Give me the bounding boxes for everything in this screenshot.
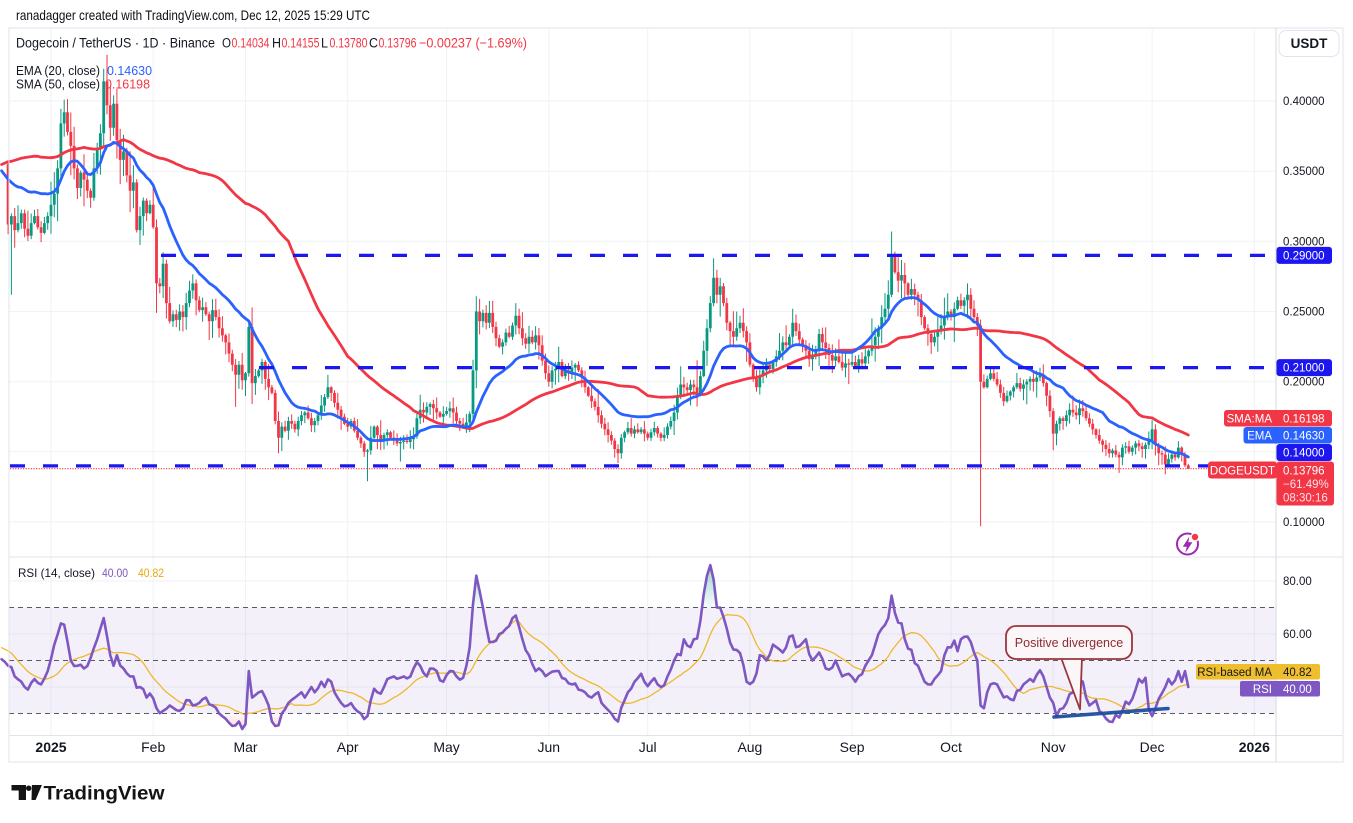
svg-text:0.14000: 0.14000 (1283, 448, 1325, 460)
svg-text:TradingView: TradingView (44, 783, 166, 805)
svg-text:Jul: Jul (639, 739, 657, 755)
svg-text:0.14630: 0.14630 (1283, 431, 1325, 443)
svg-text:0.13796: 0.13796 (1283, 466, 1325, 478)
svg-text:Positive divergence: Positive divergence (1015, 636, 1123, 650)
svg-text:0.13780: 0.13780 (330, 36, 368, 51)
svg-text:40.82: 40.82 (1283, 667, 1312, 679)
svg-text:USDT: USDT (1291, 36, 1329, 51)
svg-text:−61.49%: −61.49% (1283, 479, 1329, 491)
svg-text:Dogecoin / TetherUS · 1D · Bin: Dogecoin / TetherUS · 1D · Binance (16, 36, 215, 51)
svg-text:Aug: Aug (737, 739, 762, 755)
svg-text:0.29000: 0.29000 (1283, 250, 1325, 262)
svg-text:0.10000: 0.10000 (1283, 517, 1325, 529)
svg-text:SMA (50, close): SMA (50, close) (16, 78, 100, 92)
svg-text:Jun: Jun (538, 739, 561, 755)
svg-text:2025: 2025 (35, 739, 66, 755)
svg-text:Sep: Sep (840, 739, 865, 755)
svg-text:0.14034: 0.14034 (232, 36, 270, 51)
svg-text:0.20000: 0.20000 (1283, 377, 1325, 389)
svg-text:RSI-based MA: RSI-based MA (1197, 667, 1272, 679)
svg-text:40.82: 40.82 (138, 566, 164, 580)
svg-text:Oct: Oct (940, 739, 962, 755)
svg-text:0.35000: 0.35000 (1283, 166, 1325, 178)
svg-text:0.25000: 0.25000 (1283, 307, 1325, 319)
svg-text:Apr: Apr (337, 739, 359, 755)
svg-text:0.16198: 0.16198 (105, 78, 150, 92)
svg-text:RSI (14, close): RSI (14, close) (18, 566, 95, 580)
svg-text:Dec: Dec (1140, 739, 1165, 755)
svg-text:08:30:16: 08:30:16 (1283, 493, 1328, 505)
svg-text:Nov: Nov (1041, 739, 1066, 755)
svg-text:L: L (321, 36, 328, 51)
svg-text:DOGEUSDT: DOGEUSDT (1210, 466, 1275, 478)
svg-text:0.13796: 0.13796 (379, 36, 417, 51)
svg-text:RSI: RSI (1253, 684, 1272, 696)
svg-text:C: C (369, 36, 378, 51)
svg-text:40.00: 40.00 (102, 566, 128, 580)
svg-text:0.14630: 0.14630 (107, 64, 152, 78)
svg-text:0.14155: 0.14155 (282, 36, 320, 51)
svg-text:0.30000: 0.30000 (1283, 236, 1325, 248)
svg-text:Mar: Mar (233, 739, 257, 755)
svg-text:O: O (222, 36, 231, 51)
svg-text:ranadagger created with Tradin: ranadagger created with TradingView.com,… (16, 7, 370, 23)
svg-text:May: May (433, 739, 459, 755)
svg-text:Feb: Feb (141, 739, 165, 755)
svg-text:H: H (272, 36, 281, 51)
svg-text:60.00: 60.00 (1283, 629, 1312, 641)
svg-text:2026: 2026 (1239, 739, 1270, 755)
svg-text:0.21000: 0.21000 (1283, 363, 1325, 375)
svg-text:40.00: 40.00 (1283, 684, 1312, 696)
svg-text:EMA: EMA (1247, 431, 1272, 443)
svg-text:−0.00237 (−1.69%): −0.00237 (−1.69%) (419, 36, 527, 51)
svg-text:80.00: 80.00 (1283, 576, 1312, 588)
svg-text:0.40000: 0.40000 (1283, 96, 1325, 108)
svg-text:0.16198: 0.16198 (1283, 414, 1325, 426)
svg-text:EMA (20, close): EMA (20, close) (16, 64, 100, 78)
svg-text:SMA:MA: SMA:MA (1227, 414, 1273, 426)
